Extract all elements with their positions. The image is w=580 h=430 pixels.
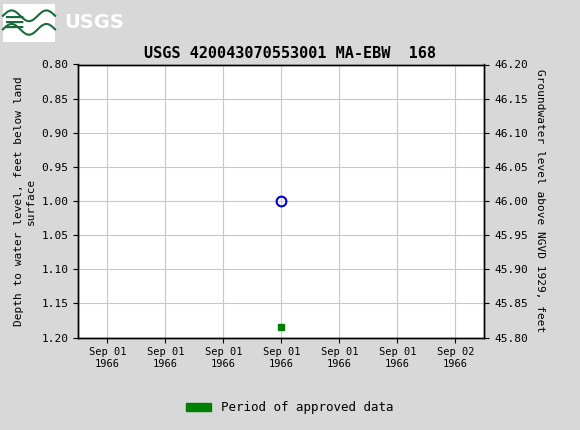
Y-axis label: Depth to water level, feet below land
surface: Depth to water level, feet below land su… <box>14 76 36 326</box>
Legend: Period of approved data: Period of approved data <box>181 396 399 419</box>
Text: USGS 420043070553001 MA-EBW  168: USGS 420043070553001 MA-EBW 168 <box>144 46 436 61</box>
FancyBboxPatch shape <box>3 3 55 42</box>
Y-axis label: Groundwater level above NGVD 1929, feet: Groundwater level above NGVD 1929, feet <box>535 69 545 333</box>
Text: USGS: USGS <box>64 13 124 32</box>
Text: ≡: ≡ <box>3 9 26 37</box>
